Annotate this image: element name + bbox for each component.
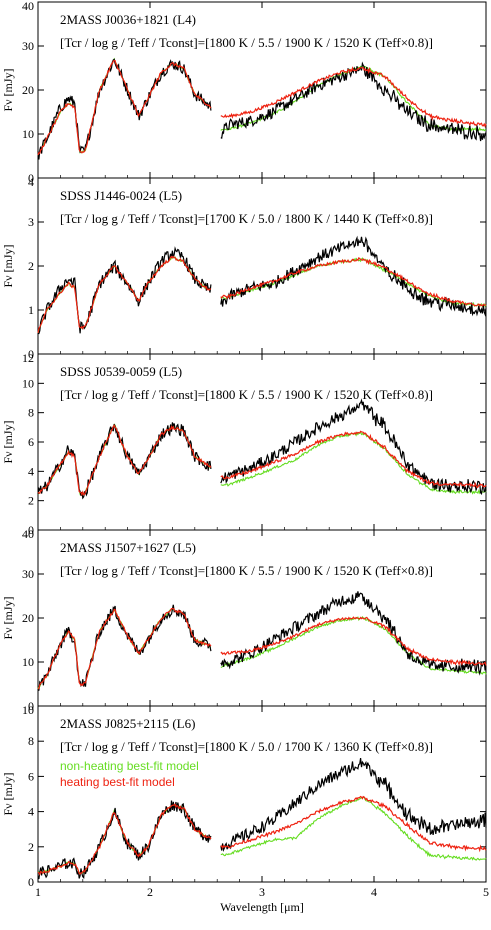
y-tick-label: 0: [28, 875, 34, 889]
y-tick-label: 10: [22, 655, 34, 669]
y-tick-label: 30: [22, 39, 34, 53]
y-tick-label: 0: [28, 171, 34, 185]
series-observed-line: [37, 591, 487, 691]
y-tick-label: 2: [28, 840, 34, 854]
y-tick-label: 40: [22, 0, 34, 13]
y-tick-label: 4: [28, 464, 34, 478]
y-tick-label: 4: [28, 175, 34, 189]
series-non-heating-line: [37, 256, 487, 334]
y-axis-title: Fν [mJy]: [1, 420, 15, 463]
y-tick-label: 30: [22, 567, 34, 581]
y-tick-label: 20: [22, 83, 34, 97]
series-non-heating-line: [37, 423, 487, 496]
object-label: SDSS J1446-0024 (L5): [60, 188, 182, 203]
x-axis-title: Wavelength [μm]: [220, 900, 304, 914]
param-prefix: [Tcr / log g / Teff / Tconst]=: [60, 211, 205, 226]
param-values: [1700 K / 5.0 / 1800 K / 1440 K (Teff×0.…: [205, 211, 433, 226]
model-parameters: [Tcr / log g / Teff / Tconst]=[1800 K / …: [60, 35, 433, 50]
model-parameters: [Tcr / log g / Teff / Tconst]=[1700 K / …: [60, 211, 433, 226]
panel-frame-1: [37, 1, 487, 179]
y-tick-label: 40: [22, 527, 34, 541]
model-parameters: [Tcr / log g / Teff / Tconst]=[1800 K / …: [60, 563, 433, 578]
y-tick-label: 12: [22, 351, 34, 365]
panel-frame-5: [37, 705, 487, 883]
y-axis-title: Fν [mJy]: [1, 244, 15, 287]
param-values: [1800 K / 5.5 / 1900 K / 1520 K (Teff×0.…: [205, 35, 433, 50]
y-tick-label: 6: [28, 435, 34, 449]
y-tick-label: 0: [28, 523, 34, 537]
param-prefix: [Tcr / log g / Teff / Tconst]=: [60, 739, 205, 754]
x-tick-label: 5: [483, 885, 489, 899]
series-observed-line: [38, 235, 487, 335]
y-axis-title: Fν [mJy]: [1, 772, 15, 815]
y-tick-label: 8: [28, 406, 34, 420]
y-tick-label: 20: [22, 611, 34, 625]
y-axis-title: Fν [mJy]: [1, 68, 15, 111]
panel-frame-2: [37, 177, 487, 355]
y-tick-label: 10: [22, 376, 34, 390]
object-label: 2MASS J0036+1821 (L4): [60, 12, 196, 27]
series-heating-line: [37, 255, 487, 334]
y-tick-label: 1: [28, 303, 34, 317]
y-tick-label: 2: [28, 259, 34, 273]
object-label: 2MASS J1507+1627 (L5): [60, 540, 196, 555]
series-heating-line: [37, 59, 487, 156]
x-tick-label: 1: [35, 885, 41, 899]
model-parameters: [Tcr / log g / Teff / Tconst]=[1800 K / …: [60, 739, 433, 754]
param-values: [1800 K / 5.5 / 1900 K / 1520 K (Teff×0.…: [205, 387, 433, 402]
param-values: [1800 K / 5.5 / 1900 K / 1520 K (Teff×0.…: [205, 563, 433, 578]
y-tick-label: 10: [22, 127, 34, 141]
series-heating-line: [37, 424, 487, 497]
y-tick-label: 0: [28, 699, 34, 713]
object-label: 2MASS J0825+2115 (L6): [60, 716, 195, 731]
y-tick-label: 4: [28, 805, 34, 819]
y-tick-label: 6: [28, 769, 34, 783]
x-tick-label: 2: [147, 885, 153, 899]
y-tick-label: 2: [28, 494, 34, 508]
y-tick-label: 10: [22, 703, 34, 717]
series-heating-line: [37, 607, 487, 690]
series-observed-line: [37, 58, 487, 160]
param-prefix: [Tcr / log g / Teff / Tconst]=: [60, 35, 205, 50]
model-parameters: [Tcr / log g / Teff / Tconst]=[1800 K / …: [60, 387, 433, 402]
y-tick-label: 8: [28, 734, 34, 748]
y-tick-label: 0: [28, 347, 34, 361]
param-prefix: [Tcr / log g / Teff / Tconst]=: [60, 387, 205, 402]
x-tick-label: 3: [259, 885, 265, 899]
y-axis-title: Fν [mJy]: [1, 596, 15, 639]
param-prefix: [Tcr / log g / Teff / Tconst]=: [60, 563, 205, 578]
legend-heating: heating best-fit model: [60, 775, 175, 789]
object-label: SDSS J0539-0059 (L5): [60, 364, 182, 379]
series-heating-line: [37, 795, 487, 876]
param-values: [1800 K / 5.0 / 1700 K / 1360 K (Teff×0.…: [205, 739, 433, 754]
legend-non-heating: non-heating best-fit model: [60, 759, 199, 773]
x-tick-label: 4: [371, 885, 377, 899]
panel-frame-4: [37, 529, 487, 707]
series-observed-line: [37, 398, 487, 500]
series-observed-line: [37, 758, 487, 880]
y-tick-label: 3: [28, 215, 34, 229]
